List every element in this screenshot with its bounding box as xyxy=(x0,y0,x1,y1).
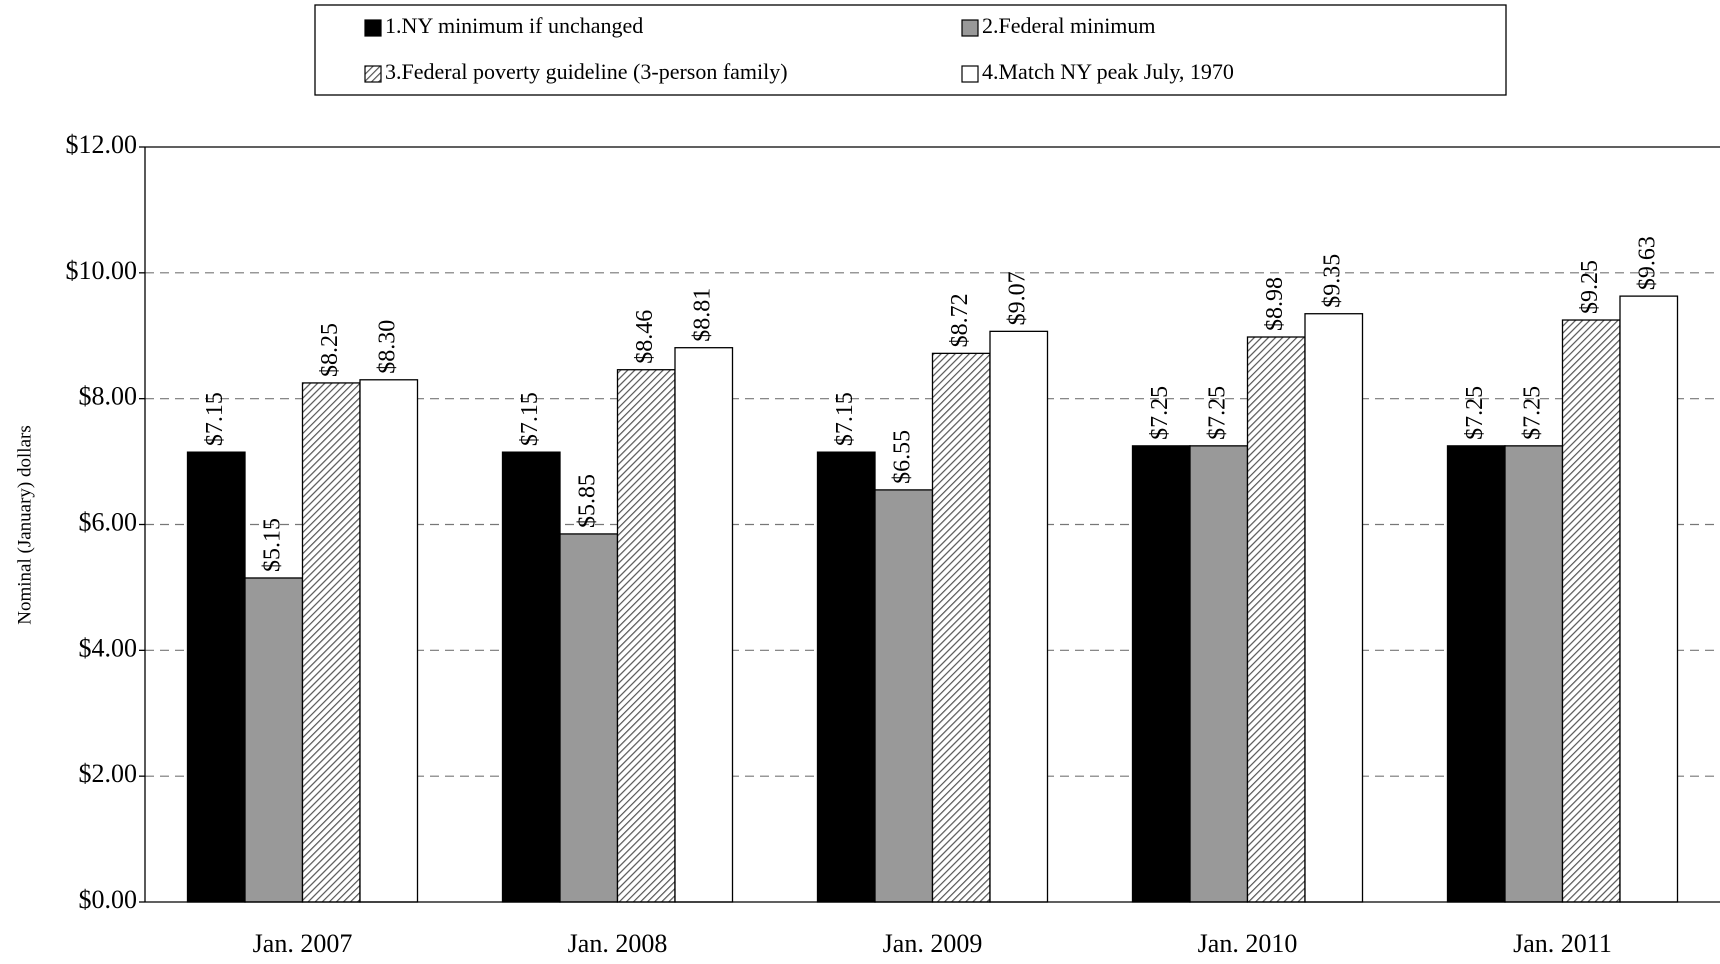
value-label: $5.85 xyxy=(574,474,600,528)
y-axis-label: Nominal (January) dollars xyxy=(14,425,35,624)
value-label: $7.25 xyxy=(1147,386,1173,440)
legend-swatch xyxy=(961,65,979,83)
legend-swatch xyxy=(364,65,382,83)
y-tick-label: $12.00 xyxy=(66,130,138,159)
value-label: $8.72 xyxy=(947,293,973,347)
value-label: $9.63 xyxy=(1634,236,1660,290)
bar xyxy=(186,451,246,903)
y-tick-label: $2.00 xyxy=(79,759,138,788)
value-label: $8.81 xyxy=(689,288,715,342)
bar xyxy=(1446,445,1506,903)
y-tick-label: $10.00 xyxy=(66,256,138,285)
bar xyxy=(559,533,619,903)
bar xyxy=(1131,445,1191,903)
bar xyxy=(301,382,361,903)
bar xyxy=(1189,445,1249,903)
value-label: $9.35 xyxy=(1319,254,1345,308)
bar xyxy=(244,577,304,903)
value-label: $7.15 xyxy=(832,392,858,446)
value-label: $8.98 xyxy=(1262,277,1288,331)
bar xyxy=(989,330,1049,903)
x-tick-label: Jan. 2008 xyxy=(568,929,668,958)
value-label: $6.55 xyxy=(889,430,915,484)
value-label: $5.15 xyxy=(259,518,285,572)
bar xyxy=(674,347,734,903)
bar xyxy=(1619,295,1679,903)
value-label: $7.15 xyxy=(202,392,228,446)
y-tick-label: $4.00 xyxy=(79,633,138,662)
bar xyxy=(816,451,876,903)
value-label: $7.25 xyxy=(1462,386,1488,440)
legend-label: 3.Federal poverty guideline (3-person fa… xyxy=(385,59,788,84)
legend-label: 4.Match NY peak July, 1970 xyxy=(982,59,1234,84)
y-tick-label: $8.00 xyxy=(79,382,138,411)
bar xyxy=(501,451,561,903)
bar xyxy=(616,369,676,903)
bar xyxy=(359,379,419,903)
legend-label: 1.NY minimum if unchanged xyxy=(385,13,643,38)
value-label: $8.25 xyxy=(317,323,343,377)
bar xyxy=(1504,445,1564,903)
bar xyxy=(931,352,991,903)
y-tick-label: $6.00 xyxy=(79,507,138,536)
value-label: $9.25 xyxy=(1577,260,1603,314)
x-tick-label: Jan. 2010 xyxy=(1198,929,1298,958)
value-label: $8.30 xyxy=(374,320,400,374)
value-label: $9.07 xyxy=(1004,271,1030,325)
x-tick-label: Jan. 2009 xyxy=(883,929,983,958)
legend-label: 2.Federal minimum xyxy=(982,13,1156,38)
value-label: $7.15 xyxy=(517,392,543,446)
legend-box xyxy=(314,4,1507,96)
value-label: $8.46 xyxy=(632,310,658,364)
legend-swatch xyxy=(364,19,382,37)
y-tick-label: $0.00 xyxy=(79,885,138,914)
x-tick-label: Jan. 2007 xyxy=(253,929,353,958)
x-tick-label: Jan. 2011 xyxy=(1513,929,1612,958)
legend-swatch xyxy=(961,19,979,37)
bar xyxy=(1304,313,1364,903)
bar xyxy=(874,489,934,903)
value-label: $7.25 xyxy=(1519,386,1545,440)
bar xyxy=(1246,336,1306,903)
value-label: $7.25 xyxy=(1204,386,1230,440)
bar xyxy=(1561,319,1621,903)
